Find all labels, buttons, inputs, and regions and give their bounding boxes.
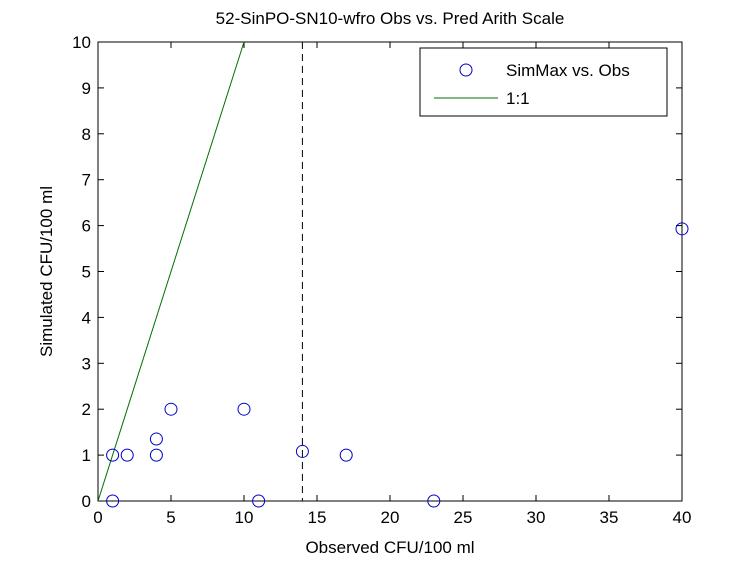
scatter-point (120, 448, 134, 462)
y-tick-label: 2 (82, 400, 91, 419)
x-tick-label: 5 (166, 508, 175, 527)
scatter-point (106, 494, 120, 508)
scatter-point (339, 448, 353, 462)
scatter-point (106, 448, 120, 462)
legend-entry-simmax: SimMax vs. Obs (506, 61, 630, 80)
y-tick-label: 4 (82, 308, 91, 327)
y-axis-label: Simulated CFU/100 ml (37, 186, 56, 357)
legend-marker-simmax (459, 63, 473, 77)
y-tick-label: 0 (82, 492, 91, 511)
legend: SimMax vs. Obs 1:1 (419, 47, 668, 117)
scatter-point (149, 448, 163, 462)
scatter-point (675, 222, 689, 236)
one-to-one-line (98, 42, 245, 501)
y-tick-label: 3 (82, 354, 91, 373)
x-tick-label: 15 (308, 508, 327, 527)
x-tick-label: 20 (381, 508, 400, 527)
x-tick-label: 35 (600, 508, 619, 527)
chart-title: 52-SinPO-SN10-wfro Obs vs. Pred Arith Sc… (216, 9, 565, 28)
y-tick-label: 9 (82, 79, 91, 98)
x-axis-label: Observed CFU/100 ml (305, 538, 474, 557)
scatter-point (427, 494, 441, 508)
x-tick-label: 30 (527, 508, 546, 527)
y-tick-label: 6 (82, 217, 91, 236)
y-tick-label: 8 (82, 125, 91, 144)
scatter-point (295, 444, 309, 458)
x-tick-label: 10 (235, 508, 254, 527)
plot-frame (97, 41, 683, 502)
x-tick-label: 40 (673, 508, 692, 527)
y-tick-label: 7 (82, 171, 91, 190)
scatter-point (237, 402, 251, 416)
y-tick-label: 5 (82, 263, 91, 282)
scatter-point (252, 494, 266, 508)
y-tick-label: 10 (72, 33, 91, 52)
y-tick-label: 1 (82, 446, 91, 465)
legend-entry-one-to-one: 1:1 (506, 89, 530, 108)
scatter-point (149, 432, 163, 446)
scatter-point (164, 402, 178, 416)
x-tick-label: 0 (93, 508, 102, 527)
x-tick-label: 25 (454, 508, 473, 527)
legend-box (419, 47, 668, 117)
plot-area: 0 5 10 15 20 25 30 35 40 0 1 2 3 4 5 6 7 8 9 10 (72, 33, 691, 527)
